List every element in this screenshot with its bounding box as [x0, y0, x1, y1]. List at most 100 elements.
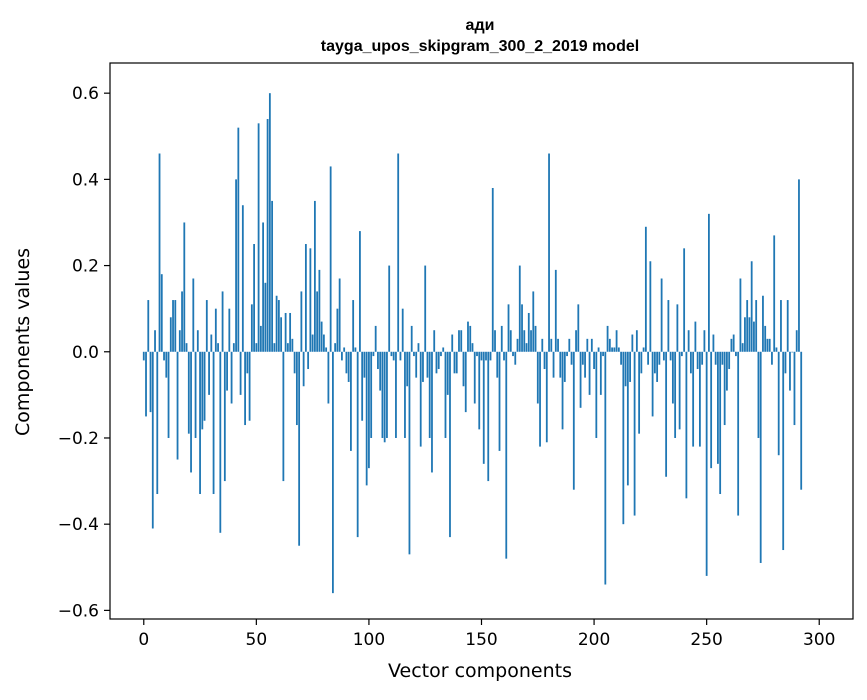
- bar-127: [428, 351, 431, 438]
- y-tick-label: −0.2: [58, 429, 99, 449]
- bar-24: [196, 330, 199, 352]
- bar-77: [316, 291, 319, 352]
- bar-190: [570, 351, 573, 365]
- bar-228: [656, 351, 659, 382]
- bar-269: [748, 317, 751, 352]
- bar-198: [588, 351, 591, 395]
- bar-57: [271, 200, 274, 352]
- bar-265: [739, 278, 742, 352]
- x-axis-label: Vector components: [388, 660, 572, 682]
- bar-185: [559, 351, 562, 378]
- bar-221: [640, 351, 643, 374]
- bar-246: [696, 351, 699, 370]
- bar-225: [649, 261, 652, 352]
- bar-108: [386, 351, 388, 438]
- bar-141: [460, 330, 463, 352]
- bar-235: [671, 351, 674, 404]
- bar-15: [176, 351, 179, 460]
- bar-149: [478, 351, 481, 430]
- bar-69: [298, 351, 301, 546]
- bar-114: [399, 351, 402, 361]
- bar-124: [422, 351, 424, 382]
- bar-60: [277, 300, 280, 352]
- bar-21: [190, 351, 192, 473]
- y-tick-label: −0.4: [58, 515, 99, 535]
- bar-277: [766, 338, 769, 352]
- bar-30: [210, 334, 213, 352]
- bar-245: [694, 321, 697, 352]
- bar-97: [361, 351, 364, 421]
- bar-170: [525, 343, 528, 352]
- bar-116: [404, 351, 406, 438]
- bar-27: [203, 351, 206, 421]
- bar-26: [201, 351, 204, 430]
- bar-256: [719, 351, 722, 495]
- bar-106: [381, 351, 384, 438]
- bar-68: [295, 351, 298, 426]
- bar-115: [401, 308, 404, 352]
- bar-251: [708, 213, 710, 352]
- bar-105: [379, 351, 382, 391]
- bar-47: [248, 351, 251, 421]
- bar-133: [442, 347, 445, 352]
- bar-55: [266, 119, 269, 352]
- bar-10: [165, 351, 168, 378]
- bar-273: [757, 351, 760, 438]
- bar-41: [235, 179, 237, 352]
- bar-233: [667, 300, 670, 352]
- bar-279: [771, 351, 773, 365]
- bar-56: [268, 93, 271, 352]
- bar-81: [325, 347, 328, 352]
- bar-130: [435, 351, 438, 374]
- bar-163: [509, 330, 512, 352]
- bar-290: [795, 330, 798, 352]
- bar-2: [147, 300, 150, 352]
- bar-213: [622, 351, 625, 525]
- bar-184: [557, 338, 559, 352]
- bar-136: [449, 351, 451, 538]
- bar-153: [487, 351, 490, 482]
- bar-150: [480, 351, 483, 361]
- bar-219: [635, 330, 638, 352]
- bar-187: [563, 351, 566, 382]
- bar-38: [228, 308, 231, 352]
- bar-241: [685, 351, 688, 499]
- bar-267: [744, 317, 746, 352]
- bar-275: [762, 295, 764, 352]
- bar-44: [241, 205, 244, 352]
- bar-103: [374, 325, 377, 352]
- chart-subtitle: tayga_upos_skipgram_300_2_2019 model: [321, 38, 639, 55]
- bar-48: [250, 304, 253, 352]
- y-tick-label: 0.0: [72, 343, 99, 363]
- bar-196: [584, 351, 586, 378]
- chart-title: ади: [466, 17, 495, 34]
- y-tick-label: 0.4: [72, 170, 99, 190]
- bar-6: [156, 351, 159, 495]
- bar-148: [476, 351, 478, 357]
- bar-280: [773, 235, 776, 352]
- bar-173: [532, 291, 535, 352]
- bar-112: [395, 351, 397, 438]
- bar-259: [726, 351, 728, 391]
- bar-49: [253, 244, 255, 352]
- bar-65: [289, 312, 292, 352]
- bar-78: [318, 269, 321, 352]
- bar-292: [800, 351, 803, 490]
- bar-154: [489, 351, 492, 361]
- bar-11: [167, 351, 170, 438]
- bar-61: [280, 317, 283, 352]
- bar-207: [608, 338, 611, 352]
- bar-67: [293, 351, 296, 374]
- bar-237: [676, 304, 679, 352]
- bar-216: [629, 351, 631, 382]
- bar-80: [322, 334, 325, 352]
- bar-204: [602, 351, 604, 357]
- bar-75: [311, 334, 314, 352]
- bar-144: [467, 321, 469, 352]
- bar-165: [514, 351, 517, 365]
- bar-286: [786, 300, 789, 352]
- bar-33: [217, 343, 219, 352]
- bar-287: [789, 351, 791, 391]
- bar-12: [169, 317, 172, 352]
